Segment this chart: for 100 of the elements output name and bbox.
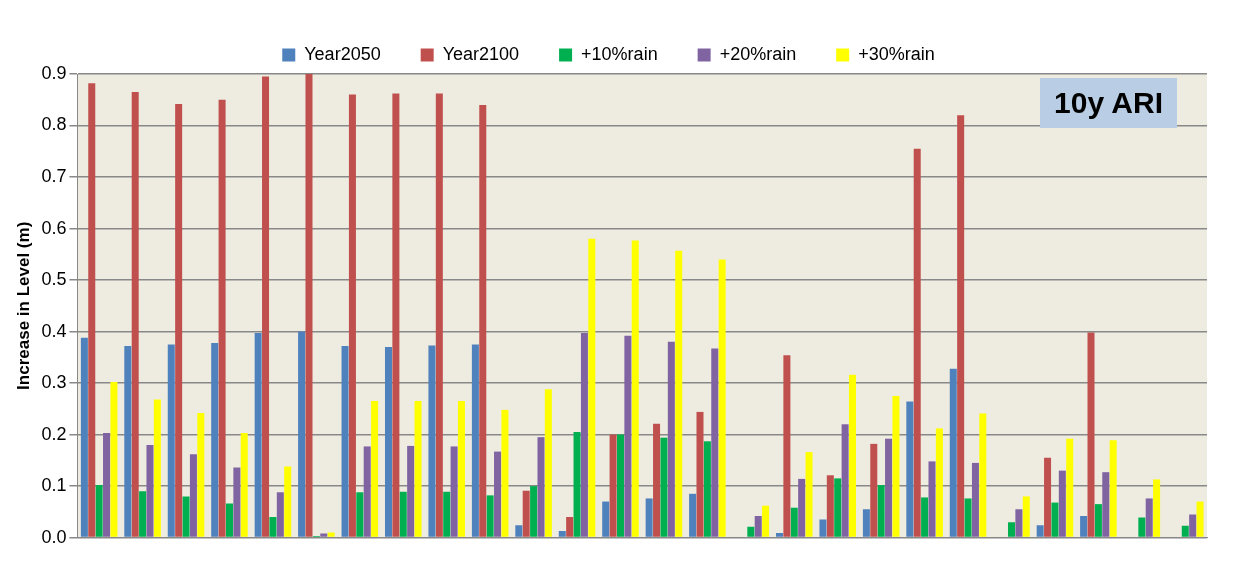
bar xyxy=(580,333,588,537)
y-tick-label: 0.4 xyxy=(41,320,67,341)
bar xyxy=(660,437,668,537)
y-tick-label: 0.7 xyxy=(41,165,67,186)
bar xyxy=(544,389,552,537)
bar xyxy=(450,446,458,537)
bar xyxy=(885,438,893,537)
bar xyxy=(566,517,574,537)
bar xyxy=(1087,332,1095,537)
bar xyxy=(703,441,711,537)
bar xyxy=(790,507,798,537)
legend-label: Year2050 xyxy=(304,43,381,64)
bar xyxy=(877,485,885,537)
bar xyxy=(537,437,545,537)
bar xyxy=(479,104,487,537)
bar xyxy=(783,355,791,537)
bar xyxy=(167,344,175,537)
bar xyxy=(95,485,103,537)
bar xyxy=(616,434,624,537)
bar xyxy=(103,433,111,537)
y-axis-title: Increase in Level (m) xyxy=(13,221,33,390)
bar xyxy=(971,462,979,537)
bar xyxy=(240,433,248,537)
bar xyxy=(1080,515,1088,537)
bar xyxy=(305,74,313,537)
bar xyxy=(805,452,813,537)
bar xyxy=(1153,479,1161,537)
bar xyxy=(1022,496,1030,537)
bar xyxy=(1138,517,1146,537)
y-tick-label: 0.6 xyxy=(41,217,67,238)
bar xyxy=(870,443,878,537)
bar xyxy=(197,412,205,537)
bar xyxy=(826,475,834,537)
bar xyxy=(645,498,653,537)
bar xyxy=(276,492,284,537)
bar xyxy=(1102,472,1110,537)
bar xyxy=(602,501,610,537)
bar xyxy=(1109,440,1117,537)
bar xyxy=(284,466,292,537)
bar xyxy=(1196,501,1204,537)
bar xyxy=(341,345,349,537)
bar xyxy=(189,454,197,537)
bar xyxy=(88,83,96,537)
bar xyxy=(862,509,870,537)
bar xyxy=(892,395,900,537)
bar xyxy=(443,491,451,537)
bar xyxy=(139,491,147,537)
bar xyxy=(798,478,806,537)
bar xyxy=(762,505,770,537)
bar xyxy=(775,532,784,537)
y-tick-label: 0.9 xyxy=(41,62,67,83)
bar xyxy=(327,532,335,537)
legend-label: +30%rain xyxy=(858,43,935,64)
y-tick-label: 0.1 xyxy=(41,475,67,496)
bar xyxy=(1145,498,1153,537)
bar xyxy=(80,337,88,537)
bar xyxy=(153,399,161,537)
legend-label: Year2100 xyxy=(442,43,520,64)
bar xyxy=(949,368,957,537)
annotation: 10y ARI xyxy=(1040,78,1177,128)
bar xyxy=(356,492,364,537)
bar xyxy=(298,331,306,537)
bar xyxy=(384,347,392,537)
bar xyxy=(146,444,154,537)
bar xyxy=(921,497,929,537)
bar xyxy=(1015,509,1023,537)
bar xyxy=(392,93,400,537)
bar xyxy=(819,519,827,537)
y-tick-label: 0.5 xyxy=(41,269,67,290)
bar xyxy=(225,503,233,537)
bar xyxy=(486,495,494,537)
bar xyxy=(254,333,262,537)
bar xyxy=(1044,457,1052,537)
bar xyxy=(124,345,132,537)
bar xyxy=(211,342,219,537)
bar xyxy=(1058,470,1066,537)
bar xyxy=(530,486,538,537)
bar xyxy=(573,432,581,537)
bar xyxy=(428,345,436,537)
y-tick-label: 0.0 xyxy=(41,526,67,547)
bar xyxy=(928,461,936,537)
bar xyxy=(979,413,987,537)
bar xyxy=(754,515,762,537)
bar xyxy=(407,445,415,537)
bar xyxy=(501,409,509,537)
bar xyxy=(471,344,479,537)
y-tick-label: 0.2 xyxy=(41,423,67,444)
bar xyxy=(414,401,422,537)
bar xyxy=(494,451,502,537)
bar xyxy=(631,240,639,537)
bar xyxy=(964,498,972,537)
bar xyxy=(131,92,139,537)
bar xyxy=(841,424,849,537)
bar xyxy=(624,335,632,537)
bar xyxy=(609,434,617,537)
bar xyxy=(848,374,856,537)
bar xyxy=(515,525,523,537)
bar xyxy=(435,93,443,537)
bar xyxy=(696,411,704,537)
y-tick-label: 0.3 xyxy=(41,372,67,393)
